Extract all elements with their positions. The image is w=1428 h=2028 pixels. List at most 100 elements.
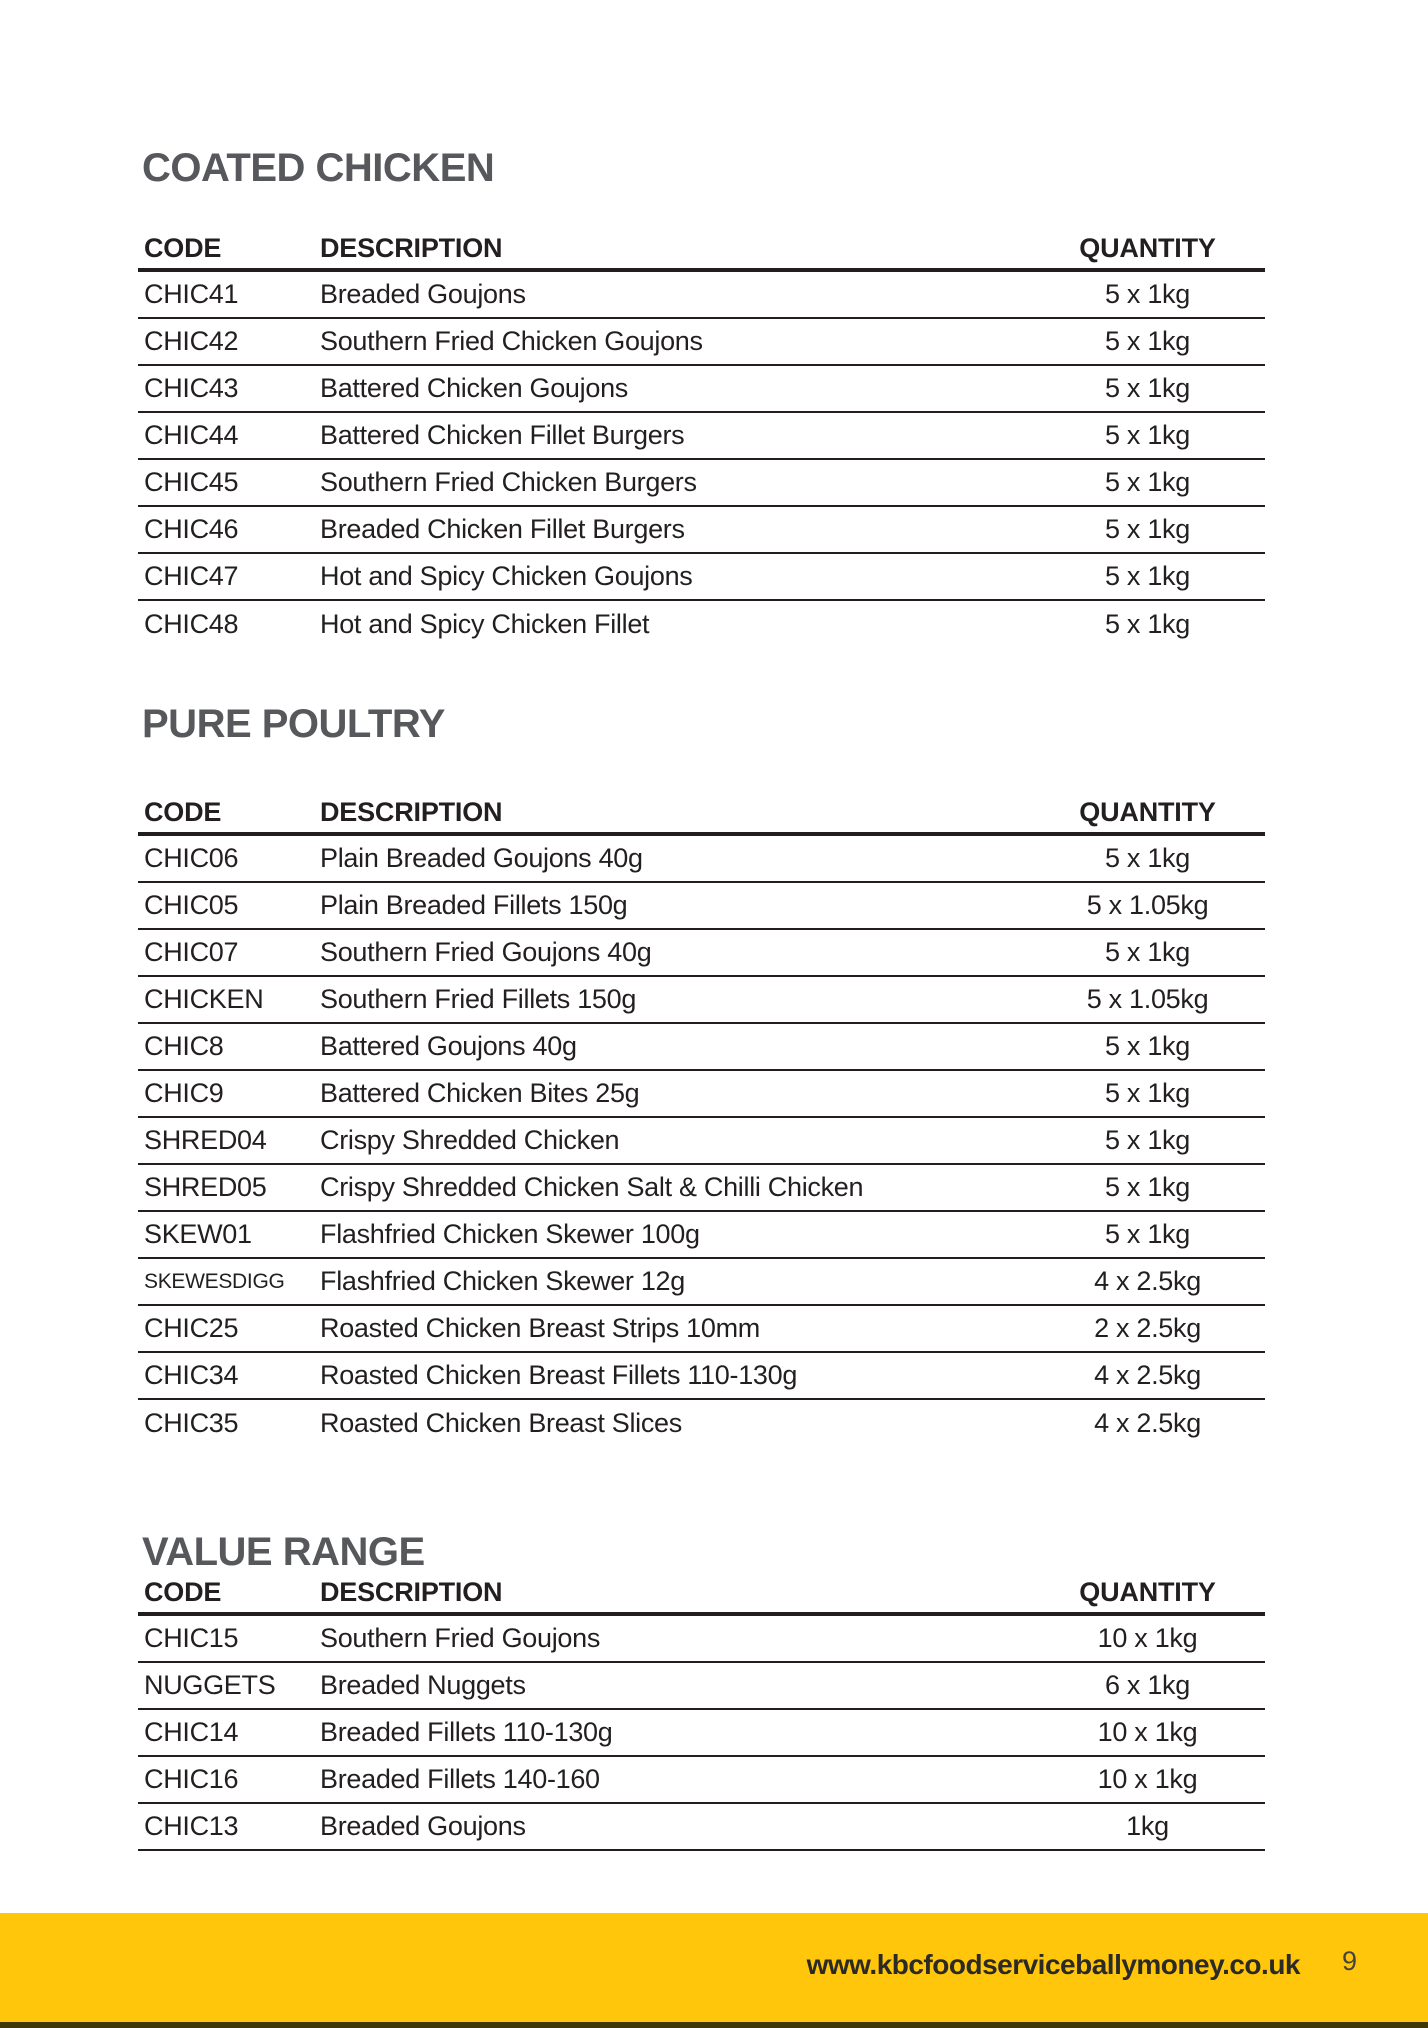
product-quantity: 1kg bbox=[1126, 1811, 1169, 1841]
product-code: SHRED05 bbox=[144, 1172, 267, 1202]
value-range-table: CODE DESCRIPTION QUANTITY CHIC15 Southern Fr… bbox=[138, 1576, 1265, 1851]
product-description: Flashfried Chicken Skewer 100g bbox=[320, 1219, 700, 1249]
product-description: Southern Fried Chicken Burgers bbox=[320, 467, 697, 497]
section-title-value-range: VALUE RANGE bbox=[142, 1530, 425, 1574]
table-row: CHIC9 Battered Chicken Bites 25g 5 x 1kg bbox=[138, 1071, 1265, 1118]
section-title-pure-poultry: PURE POULTRY bbox=[142, 702, 445, 746]
product-quantity: 4 x 2.5kg bbox=[1094, 1360, 1201, 1390]
table-row: CHIC44 Battered Chicken Fillet Burgers 5 x… bbox=[138, 413, 1265, 460]
product-quantity: 4 x 2.5kg bbox=[1094, 1266, 1201, 1296]
table-row: SKEW01 Flashfried Chicken Skewer 100g 5 x … bbox=[138, 1212, 1265, 1259]
product-code: CHIC9 bbox=[144, 1078, 224, 1108]
table-row: CHIC14 Breaded Fillets 110-130g 10 x 1kg bbox=[138, 1710, 1265, 1757]
product-code: SKEW01 bbox=[144, 1219, 252, 1249]
product-description: Southern Fried Chicken Goujons bbox=[320, 326, 703, 356]
coated-chicken-table: CODE DESCRIPTION QUANTITY CHIC41 Breaded Gou… bbox=[138, 232, 1265, 648]
product-quantity: 10 x 1kg bbox=[1097, 1717, 1198, 1747]
table-row: CHIC41 Breaded Goujons 5 x 1kg bbox=[138, 272, 1265, 319]
product-code: CHIC15 bbox=[144, 1623, 239, 1653]
product-code: CHIC16 bbox=[144, 1764, 239, 1794]
table-row: CHIC15 Southern Fried Goujons 10 x 1kg bbox=[138, 1616, 1265, 1663]
product-description: Roasted Chicken Breast Fillets 110-130g bbox=[320, 1360, 798, 1390]
table-row: SKEWESDIGG Flashfried Chicken Skewer 12g 4… bbox=[138, 1259, 1265, 1306]
table-row: CHIC07 Southern Fried Goujons 40g 5 x 1kg bbox=[138, 930, 1265, 977]
product-quantity: 5 x 1kg bbox=[1105, 937, 1190, 967]
product-description: Breaded Goujons bbox=[320, 279, 526, 309]
product-quantity: 5 x 1.05kg bbox=[1086, 984, 1209, 1014]
table-row: CHIC35 Roasted Chicken Breast Slices 4 x 2… bbox=[138, 1400, 1265, 1447]
pure-poultry-table: CODE DESCRIPTION QUANTITY CHIC06 Plain Bread… bbox=[138, 796, 1265, 1447]
table-row: CHIC16 Breaded Fillets 140-160 10 x 1kg bbox=[138, 1757, 1265, 1804]
column-header-description: DESCRIPTION bbox=[320, 1577, 503, 1607]
product-description: Roasted Chicken Breast Strips 10mm bbox=[320, 1313, 760, 1343]
table-row: SHRED05 Crispy Shredded Chicken Salt & Ch… bbox=[138, 1165, 1265, 1212]
product-quantity: 5 x 1kg bbox=[1105, 1031, 1190, 1061]
product-quantity: 6 x 1kg bbox=[1105, 1670, 1190, 1700]
product-quantity: 5 x 1kg bbox=[1105, 1125, 1190, 1155]
column-header-code: CODE bbox=[144, 797, 222, 827]
product-quantity: 5 x 1kg bbox=[1105, 326, 1190, 356]
table-row: CHIC25 Roasted Chicken Breast Strips 10mm… bbox=[138, 1306, 1265, 1353]
product-code: CHIC13 bbox=[144, 1811, 239, 1841]
column-header-code: CODE bbox=[144, 1577, 222, 1607]
product-quantity: 2 x 2.5kg bbox=[1094, 1313, 1201, 1343]
product-description: Battered Chicken Goujons bbox=[320, 373, 628, 403]
product-code: CHIC25 bbox=[144, 1313, 239, 1343]
product-quantity: 5 x 1kg bbox=[1105, 561, 1190, 591]
table-row: CHICKEN Southern Fried Fillets 150g 5 x 1.… bbox=[138, 977, 1265, 1024]
product-description: Crispy Shredded Chicken bbox=[320, 1125, 620, 1155]
product-quantity: 5 x 1kg bbox=[1105, 1219, 1190, 1249]
product-code: CHIC44 bbox=[144, 420, 239, 450]
product-description: Southern Fried Goujons bbox=[320, 1623, 601, 1653]
product-description: Breaded Fillets 140-160 bbox=[320, 1764, 600, 1794]
product-code: SKEWESDIGG bbox=[144, 1269, 285, 1293]
product-description: Breaded Chicken Fillet Burgers bbox=[320, 514, 685, 544]
product-description: Breaded Fillets 110-130g bbox=[320, 1717, 613, 1747]
product-description: Southern Fried Fillets 150g bbox=[320, 984, 637, 1014]
column-header-description: DESCRIPTION bbox=[320, 797, 503, 827]
table-row: SHRED04 Crispy Shredded Chicken 5 x 1kg bbox=[138, 1118, 1265, 1165]
product-quantity: 5 x 1kg bbox=[1105, 514, 1190, 544]
product-description: Plain Breaded Goujons 40g bbox=[320, 843, 643, 873]
table-row: CHIC42 Southern Fried Chicken Goujons 5 x … bbox=[138, 319, 1265, 366]
page-footer: www.kbcfoodserviceballymoney.co.uk 9 bbox=[0, 1913, 1428, 2028]
product-code: CHIC41 bbox=[144, 279, 239, 309]
column-header-quantity: QUANTITY bbox=[1079, 1577, 1216, 1607]
product-quantity: 5 x 1kg bbox=[1105, 467, 1190, 497]
product-quantity: 5 x 1kg bbox=[1105, 373, 1190, 403]
table-row: CHIC46 Breaded Chicken Fillet Burgers 5 x … bbox=[138, 507, 1265, 554]
product-description: Breaded Nuggets bbox=[320, 1670, 526, 1700]
product-code: CHIC48 bbox=[144, 609, 239, 639]
table-row: CHIC48 Hot and Spicy Chicken Fillet 5 x 1k… bbox=[138, 601, 1265, 648]
product-code: CHIC06 bbox=[144, 843, 239, 873]
column-header-quantity: QUANTITY bbox=[1079, 797, 1216, 827]
product-description: Hot and Spicy Chicken Fillet bbox=[320, 609, 650, 639]
product-code: CHIC34 bbox=[144, 1360, 239, 1390]
column-header-quantity: QUANTITY bbox=[1079, 233, 1216, 263]
product-description: Breaded Goujons bbox=[320, 1811, 526, 1841]
product-description: Crispy Shredded Chicken Salt & Chilli Ch… bbox=[320, 1172, 864, 1202]
product-quantity: 10 x 1kg bbox=[1097, 1623, 1198, 1653]
product-quantity: 10 x 1kg bbox=[1097, 1764, 1198, 1794]
table-row: CHIC43 Battered Chicken Goujons 5 x 1kg bbox=[138, 366, 1265, 413]
product-code: NUGGETS bbox=[144, 1670, 276, 1700]
product-code: CHIC47 bbox=[144, 561, 239, 591]
table-row: CHIC13 Breaded Goujons 1kg bbox=[138, 1804, 1265, 1851]
product-code: CHIC42 bbox=[144, 326, 239, 356]
table-row: CHIC05 Plain Breaded Fillets 150g 5 x 1.05… bbox=[138, 883, 1265, 930]
product-description: Plain Breaded Fillets 150g bbox=[320, 890, 628, 920]
table-header-row: CODE DESCRIPTION QUANTITY bbox=[138, 796, 1265, 836]
product-code: CHIC8 bbox=[144, 1031, 224, 1061]
table-row: NUGGETS Breaded Nuggets 6 x 1kg bbox=[138, 1663, 1265, 1710]
page-bottom-edge bbox=[0, 2022, 1428, 2028]
product-description: Battered Chicken Fillet Burgers bbox=[320, 420, 685, 450]
product-code: CHIC05 bbox=[144, 890, 239, 920]
product-code: CHIC45 bbox=[144, 467, 239, 497]
product-code: CHIC46 bbox=[144, 514, 239, 544]
product-description: Battered Goujons 40g bbox=[320, 1031, 577, 1061]
product-description: Hot and Spicy Chicken Goujons bbox=[320, 561, 693, 591]
table-header-row: CODE DESCRIPTION QUANTITY bbox=[138, 1576, 1265, 1616]
product-description: Battered Chicken Bites 25g bbox=[320, 1078, 640, 1108]
product-code: CHIC43 bbox=[144, 373, 239, 403]
